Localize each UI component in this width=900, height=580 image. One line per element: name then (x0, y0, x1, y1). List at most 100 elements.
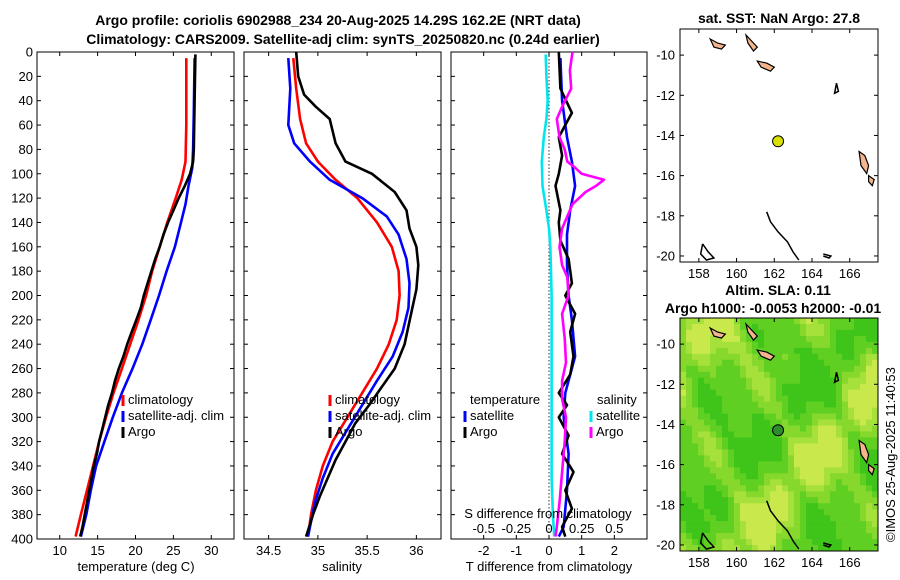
sla-cell (752, 443, 759, 450)
sla-cell (782, 371, 789, 379)
sla-cell (740, 407, 747, 414)
sla-cell (716, 437, 723, 444)
sla-cell (818, 329, 825, 337)
sla-cell (710, 461, 717, 468)
sla-cell (764, 389, 771, 396)
sla-cell (746, 395, 753, 402)
salinity-x-axis: 34.5 35 35.5 36 (256, 52, 424, 558)
sla-cell (746, 431, 753, 438)
sla-cell (872, 383, 879, 390)
sla-cell (824, 335, 831, 343)
sla-cell (716, 377, 723, 385)
sla-cell (824, 539, 831, 546)
sla-cell (872, 401, 879, 408)
sla-cell (692, 467, 699, 474)
sla-cell (692, 407, 699, 414)
sla-cell (686, 521, 693, 528)
sla-cell (854, 431, 861, 438)
sla-cell (752, 437, 759, 444)
sla-cell (848, 467, 855, 474)
sla-cell (686, 413, 693, 420)
sla-cell (860, 401, 867, 408)
sla-cell (824, 395, 831, 402)
sla-cell (866, 413, 873, 420)
sla-cell (734, 539, 741, 546)
sla-cell (728, 467, 735, 474)
sla-cell (728, 425, 735, 432)
sla-cell (776, 491, 783, 498)
sla-cell (830, 359, 837, 367)
sla-cell (818, 383, 825, 390)
sla-cell (824, 503, 831, 510)
sla-cell (680, 533, 687, 540)
sla-cell (830, 407, 837, 414)
sla-cell (770, 491, 777, 498)
sla-cell (692, 515, 699, 522)
sla-cell (728, 335, 735, 343)
sla-cell (770, 527, 777, 534)
sla-cell (818, 539, 825, 546)
sla-cell (716, 431, 723, 438)
sla-cell (752, 407, 759, 414)
sla-cell (680, 515, 687, 522)
sla-cell (800, 329, 807, 337)
sla-cell (722, 539, 729, 546)
sla-cell (782, 401, 789, 408)
sla-cell (734, 329, 741, 337)
sla-cell (788, 521, 795, 528)
sla-cell (686, 425, 693, 432)
sla-cell (806, 455, 813, 462)
sla-cell (848, 323, 855, 331)
sla-cell (746, 341, 753, 349)
sla-cell (758, 407, 765, 414)
sla-cell (848, 515, 855, 522)
sla-cell (866, 497, 873, 504)
sla-cell (734, 515, 741, 522)
sla-cell (734, 545, 741, 552)
sla-cell (842, 419, 849, 426)
sla-cell (692, 521, 699, 528)
sla-cell (704, 527, 711, 534)
sla-cell (746, 419, 753, 426)
sla-cell (794, 461, 801, 468)
sla-cell (812, 527, 819, 534)
sla-cell (692, 413, 699, 420)
sla-cell (764, 539, 771, 546)
sla-cell (788, 455, 795, 462)
sla-cell (698, 389, 705, 396)
sla-cell (740, 473, 747, 480)
sla-cell (794, 359, 801, 367)
sla-cell (770, 341, 777, 349)
sla-cell (806, 335, 813, 343)
reef-contour (765, 500, 800, 550)
sla-cell (770, 497, 777, 504)
sla-cell (836, 443, 843, 450)
sla-cell (698, 413, 705, 420)
sla-cell (842, 401, 849, 408)
sla-cell (824, 473, 831, 480)
sla-cell (872, 347, 879, 355)
sla-cell (704, 353, 711, 361)
sla-cell (728, 407, 735, 414)
sla-cell (848, 545, 855, 552)
sla-cell (800, 449, 807, 456)
difference-legend: temperaturesatelliteArgosalinitysatellit… (463, 392, 640, 439)
sla-cell (842, 497, 849, 504)
sla-cell (722, 455, 729, 462)
sla-cell (758, 479, 765, 486)
sla-cell (794, 377, 801, 385)
sla-cell (752, 491, 759, 498)
sla-cell (770, 323, 777, 331)
sla-cell (740, 461, 747, 468)
sla-cell (716, 347, 723, 355)
sla-cell (740, 359, 747, 367)
sla-cell (758, 365, 765, 373)
sla-cell (800, 341, 807, 349)
sla-cell (758, 491, 765, 498)
sla-cell (818, 335, 825, 343)
sla-cell (740, 377, 747, 385)
sla-cell (854, 437, 861, 444)
sla-cell (842, 503, 849, 510)
sla-cell (710, 473, 717, 480)
sla-cell (872, 437, 879, 444)
